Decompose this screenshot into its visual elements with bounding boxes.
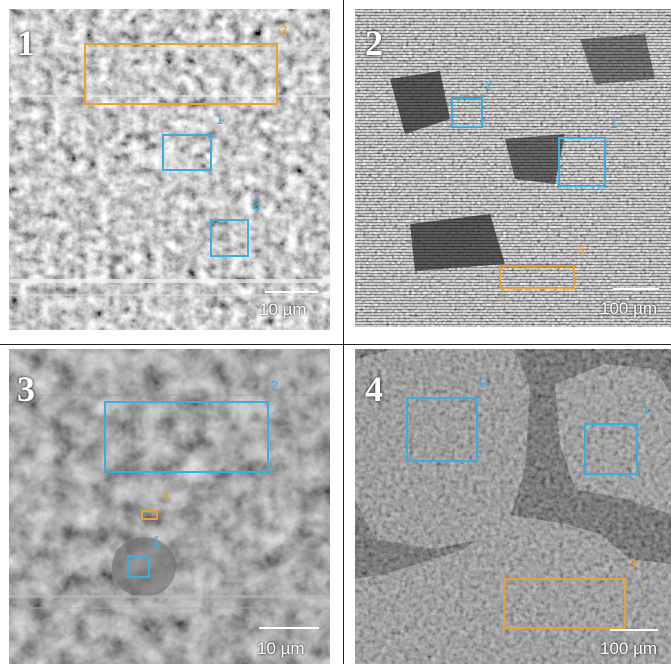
region-label-3: 3	[161, 488, 169, 503]
region-box-3	[141, 510, 158, 520]
micrograph-panel-3: 3 2 3 1 10 µm	[9, 349, 330, 664]
region-label-2: 2	[485, 78, 493, 93]
region-box-1	[558, 137, 606, 187]
region-box-2	[406, 397, 478, 462]
region-label-1: 1	[216, 112, 224, 127]
region-label-2: 2	[271, 378, 279, 393]
scale-label: 10 µm	[257, 639, 305, 658]
scale-bar	[610, 629, 658, 631]
scale-label: 100 µm	[600, 299, 658, 318]
region-label-3: 3	[280, 23, 288, 38]
panel-number: 2	[365, 23, 383, 63]
region-label-1: 1	[642, 401, 650, 416]
region-box-1	[127, 555, 150, 578]
region-box-3	[503, 578, 626, 629]
region-label-1: 1	[153, 533, 161, 548]
sem-image-2	[355, 9, 671, 327]
region-label-3: 3	[577, 242, 585, 257]
scale-bar	[613, 288, 659, 290]
region-box-1	[162, 134, 212, 171]
region-label-2: 2	[252, 197, 260, 212]
sem-image-3	[9, 349, 330, 664]
micrograph-panel-2: 2 2 1 3 100 µm	[355, 9, 671, 327]
scale-label: 10 µm	[259, 300, 307, 319]
panel-number: 3	[17, 369, 35, 409]
region-box-3	[84, 43, 278, 105]
micrograph-panel-1: 1 3 1 2 10 µm	[9, 9, 330, 330]
vertical-divider	[343, 0, 344, 664]
region-box-3	[499, 265, 575, 289]
region-label-2: 2	[480, 375, 488, 390]
region-box-2	[451, 97, 483, 128]
scale-bar	[265, 291, 318, 293]
region-box-1	[584, 423, 638, 475]
region-label-1: 1	[610, 116, 618, 131]
panel-number: 1	[17, 23, 35, 63]
scale-label: 100 µm	[600, 639, 658, 658]
micrograph-panel-4: 4 2 1 3 100 µm	[355, 349, 671, 664]
region-box-2	[104, 401, 269, 473]
scale-bar	[259, 627, 319, 629]
horizontal-divider	[0, 344, 671, 345]
region-label-3: 3	[629, 556, 637, 571]
panel-number: 4	[365, 369, 383, 409]
region-box-2	[210, 219, 249, 257]
